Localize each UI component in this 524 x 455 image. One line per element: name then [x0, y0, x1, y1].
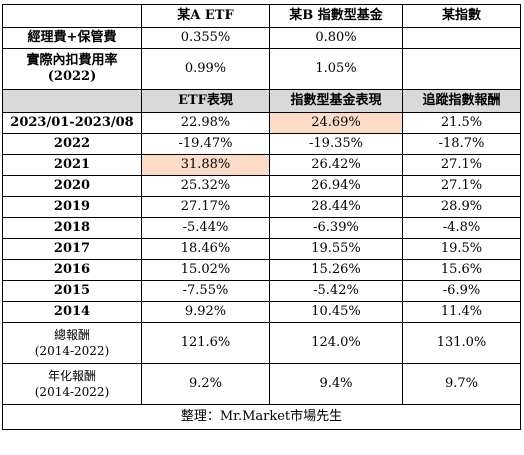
performance-header-row: ETF表現 指數型基金表現 追蹤指數報酬 [2, 89, 521, 113]
etf-cell-highlighted: 31.88% [141, 154, 270, 176]
period-cell: 2018 [2, 217, 142, 239]
header-blank-cell [2, 4, 142, 28]
table-row: 2015 -7.55% -5.42% -6.9% [2, 280, 521, 302]
header-index: 某指數 [402, 4, 521, 28]
fund-cell-highlighted: 24.69% [269, 112, 403, 134]
index-cell: 21.5% [402, 112, 521, 134]
table-row: 2017 18.46% 19.55% 19.5% [2, 238, 521, 260]
fee-index [402, 27, 521, 49]
table-row: 2021 31.88% 26.42% 27.1% [2, 154, 521, 176]
period-cell: 2021 [2, 154, 142, 176]
annualized-return-label: 年化報酬 (2014-2022) [2, 363, 142, 405]
table-row: 2023/01-2023/08 22.98% 24.69% 21.5% [2, 112, 521, 134]
index-cell: 28.9% [402, 196, 521, 218]
fund-cell: 28.44% [269, 196, 403, 218]
index-cell: -18.7% [402, 133, 521, 155]
table-row: 2016 15.02% 15.26% 15.6% [2, 259, 521, 281]
fund-cell: -19.35% [269, 133, 403, 155]
annualized-return-etf: 9.2% [141, 363, 270, 405]
period-cell: 2019 [2, 196, 142, 218]
annualized-return-index: 9.7% [402, 363, 521, 405]
index-cell: -4.8% [402, 217, 521, 239]
header-fund: 某B 指數型基金 [269, 4, 403, 28]
actual-fee-label-line2: (2022) [47, 69, 97, 84]
fund-cell: 15.26% [269, 259, 403, 281]
fund-cell: -5.42% [269, 280, 403, 302]
actual-fee-row: 實際內扣費用率 (2022) 0.99% 1.05% [2, 48, 521, 90]
total-return-row: 總報酬 (2014-2022) 121.6% 124.0% 131.0% [2, 322, 521, 364]
etf-cell: 25.32% [141, 175, 270, 197]
etf-cell: 22.98% [141, 112, 270, 134]
period-cell: 2022 [2, 133, 142, 155]
actual-fee-fund: 1.05% [269, 48, 403, 90]
table-row: 2014 9.92% 10.45% 11.4% [2, 301, 521, 323]
actual-fee-etf: 0.99% [141, 48, 270, 90]
fee-etf: 0.355% [141, 27, 270, 49]
etf-cell: -7.55% [141, 280, 270, 302]
period-cell: 2015 [2, 280, 142, 302]
fund-cell: 10.45% [269, 301, 403, 323]
footer-row: 整理：Mr.Market市場先生 [2, 404, 521, 430]
fund-cell: 26.42% [269, 154, 403, 176]
total-return-label-line1: 總報酬 [53, 328, 90, 342]
table-row: 2018 -5.44% -6.39% -4.8% [2, 217, 521, 239]
perf-header-blank [2, 89, 142, 113]
etf-cell: 9.92% [141, 301, 270, 323]
header-row: 某A ETF 某B 指數型基金 某指數 [2, 4, 521, 28]
annualized-return-label-line1: 年化報酬 [47, 369, 96, 383]
period-cell: 2016 [2, 259, 142, 281]
index-cell: 15.6% [402, 259, 521, 281]
perf-header-etf: ETF表現 [141, 89, 270, 113]
table-row: 2020 25.32% 26.94% 27.1% [2, 175, 521, 197]
perf-header-index: 追蹤指數報酬 [402, 89, 521, 113]
index-cell: -6.9% [402, 280, 521, 302]
annualized-return-row: 年化報酬 (2014-2022) 9.2% 9.4% 9.7% [2, 363, 521, 405]
fund-cell: -6.39% [269, 217, 403, 239]
etf-cell: 15.02% [141, 259, 270, 281]
index-cell: 11.4% [402, 301, 521, 323]
total-return-index: 131.0% [402, 322, 521, 364]
period-cell: 2020 [2, 175, 142, 197]
fee-fund: 0.80% [269, 27, 403, 49]
etf-cell: -19.47% [141, 133, 270, 155]
etf-cell: 18.46% [141, 238, 270, 260]
header-etf: 某A ETF [141, 4, 270, 28]
annualized-return-label-line2: (2014-2022) [34, 385, 110, 399]
fund-cell: 19.55% [269, 238, 403, 260]
etf-cell: -5.44% [141, 217, 270, 239]
actual-fee-label-line1: 實際內扣費用率 [26, 53, 118, 68]
period-cell: 2017 [2, 238, 142, 260]
actual-fee-index [402, 48, 521, 90]
index-cell: 19.5% [402, 238, 521, 260]
actual-fee-label: 實際內扣費用率 (2022) [2, 48, 142, 90]
total-return-etf: 121.6% [141, 322, 270, 364]
fund-cell: 26.94% [269, 175, 403, 197]
table-row: 2019 27.17% 28.44% 28.9% [2, 196, 521, 218]
index-cell: 27.1% [402, 175, 521, 197]
etf-cell: 27.17% [141, 196, 270, 218]
fee-label: 經理費+保管費 [2, 27, 142, 49]
total-return-label: 總報酬 (2014-2022) [2, 322, 142, 364]
footer-credit: 整理：Mr.Market市場先生 [2, 404, 521, 430]
period-cell: 2014 [2, 301, 142, 323]
table-row: 2022 -19.47% -19.35% -18.7% [2, 133, 521, 155]
total-return-fund: 124.0% [269, 322, 403, 364]
annualized-return-fund: 9.4% [269, 363, 403, 405]
fee-row: 經理費+保管費 0.355% 0.80% [2, 27, 521, 49]
etf-comparison-table: 某A ETF 某B 指數型基金 某指數 經理費+保管費 0.355% 0.80%… [2, 4, 521, 430]
period-cell: 2023/01-2023/08 [2, 112, 142, 134]
index-cell: 27.1% [402, 154, 521, 176]
perf-header-fund: 指數型基金表現 [269, 89, 403, 113]
total-return-label-line2: (2014-2022) [34, 344, 110, 358]
